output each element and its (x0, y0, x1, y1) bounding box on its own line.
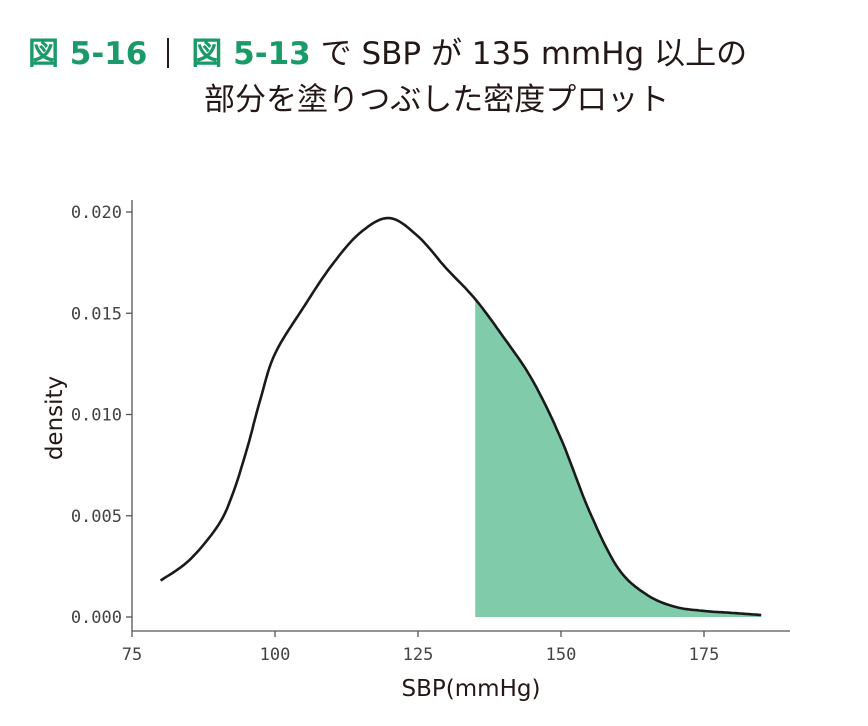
axes-layer (126, 200, 790, 637)
density-curve (159, 216, 762, 617)
y-tick-label: 0.000 (71, 608, 122, 628)
y-tick-label: 0.020 (71, 203, 122, 223)
figure-reference: 図 5-13 (191, 36, 311, 72)
title-line-1: 図 5-16 図 5-13 で SBP が 135 mmHg 以上の (28, 34, 858, 74)
x-tick-label: 75 (122, 645, 142, 665)
x-tick-label: 100 (260, 645, 291, 665)
x-axis-title: SBP(mmHg) (402, 676, 541, 702)
curve-layer (159, 216, 762, 617)
figure-label: 図 5-16 (28, 36, 148, 72)
figure-title: 図 5-16 図 5-13 で SBP が 135 mmHg 以上の 部分を塗りつ… (28, 34, 858, 120)
x-tick-label: 175 (689, 645, 720, 665)
title-line-2: 部分を塗りつぶした密度プロット (204, 82, 670, 118)
shaded-region-area (475, 299, 762, 617)
fill-layer (475, 299, 762, 617)
title-text-1: で SBP が 135 mmHg 以上の (310, 36, 748, 72)
y-axis-title: density (42, 376, 68, 460)
label-layer: 0.000 0.005 0.010 0.015 0.020 75 100 125 150 175 S… (42, 203, 719, 702)
title-separator (167, 38, 170, 68)
y-tick-label: 0.015 (71, 304, 122, 324)
x-tick-label: 150 (546, 645, 577, 665)
x-tick-label: 125 (403, 645, 434, 665)
y-tick-label: 0.005 (71, 507, 122, 527)
y-tick-label: 0.010 (71, 406, 122, 426)
